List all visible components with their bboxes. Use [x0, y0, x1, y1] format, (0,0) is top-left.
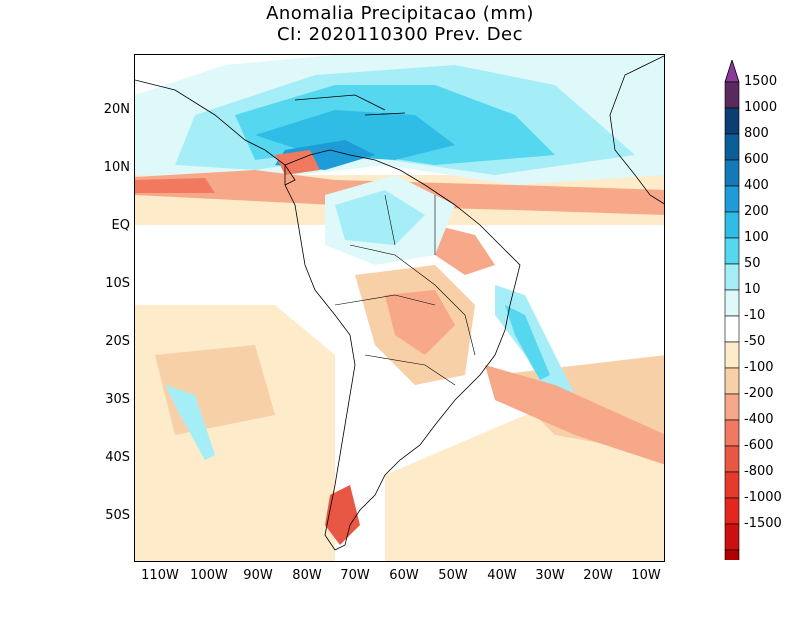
colorbar-label: 1000 [744, 100, 778, 115]
colorbar-swatch [724, 133, 740, 161]
lat-label: 30S [105, 392, 130, 407]
colorbar-label: 400 [744, 178, 769, 193]
colorbar-swatch [724, 497, 740, 525]
lon-label: 60W [389, 568, 419, 583]
lon-label: 50W [438, 568, 468, 583]
lon-label: 80W [292, 568, 322, 583]
colorbar-label: 200 [744, 204, 769, 219]
precipitation-anomaly-map [135, 55, 664, 561]
lat-label: EQ [111, 218, 130, 233]
lat-label: 10N [103, 160, 130, 175]
lat-label: 50S [105, 508, 130, 523]
lat-label: 10S [105, 276, 130, 291]
lon-label: 20W [583, 568, 613, 583]
colorbar-label: -200 [744, 386, 774, 401]
colorbar-swatch [724, 367, 740, 395]
colorbar-swatch [724, 471, 740, 499]
colorbar-swatch [724, 289, 740, 317]
colorbar-swatch [724, 107, 740, 135]
colorbar-label: 600 [744, 152, 769, 167]
lon-label: 110W [141, 568, 179, 583]
colorbar-label: 1500 [744, 74, 778, 89]
colorbar-label: -1500 [744, 516, 782, 531]
lat-label: 20N [103, 102, 130, 117]
lon-label: 90W [243, 568, 273, 583]
colorbar-swatch [724, 237, 740, 265]
colorbar-label: 10 [744, 282, 761, 297]
colorbar-swatch [724, 81, 740, 109]
colorbar-swatch [724, 315, 740, 343]
lon-label: 70W [340, 568, 370, 583]
colorbar-swatch [724, 523, 740, 551]
lat-label: 20S [105, 334, 130, 349]
colorbar-label: 800 [744, 126, 769, 141]
colorbar-swatch [724, 263, 740, 291]
colorbar-swatch [724, 159, 740, 187]
colorbar-swatch [724, 549, 740, 560]
colorbar-label: -50 [744, 334, 766, 349]
colorbar-swatch [724, 393, 740, 421]
colorbar-swatch [724, 419, 740, 447]
title-line-1: Anomalia Precipitacao (mm) [266, 3, 534, 24]
colorbar-top-arrow [724, 60, 740, 83]
colorbar-label: -600 [744, 438, 774, 453]
lon-label: 30W [535, 568, 565, 583]
colorbar-label: -800 [744, 464, 774, 479]
lon-label: 100W [190, 568, 228, 583]
lon-label: 10W [631, 568, 661, 583]
colorbar-label: 50 [744, 256, 761, 271]
title-line-2: CI: 2020110300 Prev. Dec [276, 24, 524, 45]
colorbar-swatch [724, 185, 740, 213]
colorbar-label: -100 [744, 360, 774, 375]
lat-label: 40S [105, 450, 130, 465]
colorbar-label: 100 [744, 230, 769, 245]
map-panel [134, 54, 665, 562]
colorbar [724, 60, 740, 560]
lon-label: 40W [487, 568, 517, 583]
colorbar-swatch [724, 211, 740, 239]
colorbar-label: -10 [744, 308, 766, 323]
colorbar-label: -400 [744, 412, 774, 427]
colorbar-swatch [724, 341, 740, 369]
colorbar-label: -1000 [744, 490, 782, 505]
colorbar-swatch [724, 445, 740, 473]
